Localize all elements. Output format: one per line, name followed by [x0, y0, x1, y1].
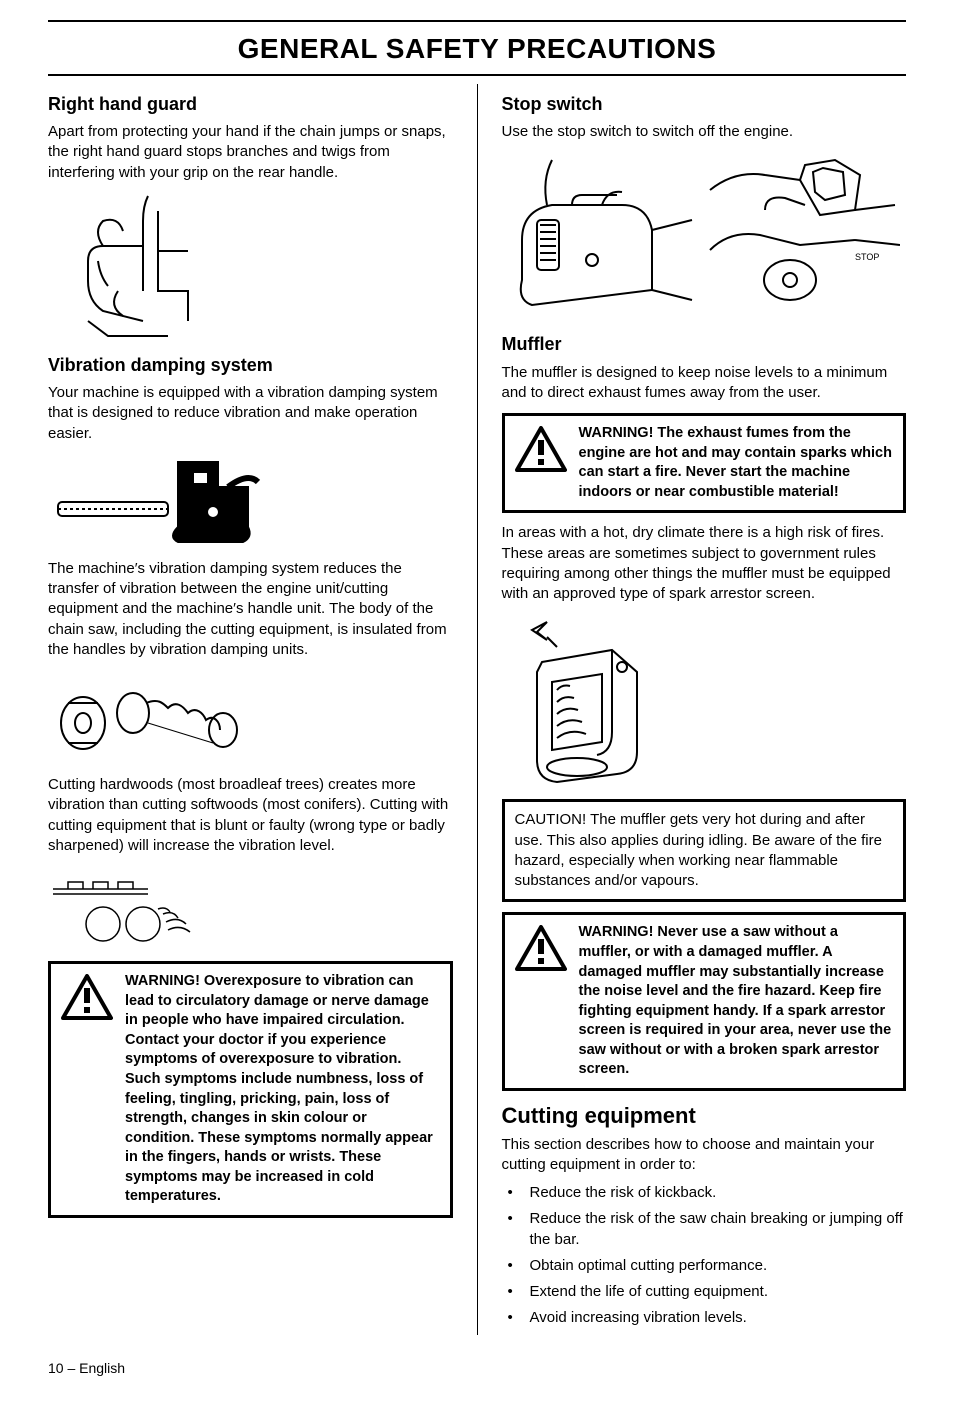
heading-stop-switch: Stop switch: [502, 92, 907, 116]
warning-triangle-icon: [515, 426, 567, 472]
text-muffler-2: In areas with a hot, dry climate there i…: [502, 523, 907, 604]
warning-muffler-damaged: WARNING! Never use a saw without a muffl…: [502, 912, 907, 1091]
text-rhg: Apart from protecting your hand if the c…: [48, 122, 453, 183]
heading-right-hand-guard: Right hand guard: [48, 92, 453, 116]
warning-triangle-icon: [61, 974, 113, 1020]
right-column: Stop switch Use the stop switch to switc…: [502, 84, 907, 1335]
heading-vibration-damping: Vibration damping system: [48, 353, 453, 377]
illustration-chainsaw-vibration: [48, 452, 453, 547]
text-vds-1: Your machine is equipped with a vibratio…: [48, 383, 453, 444]
warning-exhaust-text: WARNING! The exhaust fumes from the engi…: [579, 424, 894, 502]
cutting-list: Reduce the risk of kickback. Reduce the …: [502, 1183, 907, 1329]
warning-muffler-text: WARNING! Never use a saw without a muffl…: [579, 923, 894, 1080]
text-muffler-1: The muffler is designed to keep noise le…: [502, 363, 907, 404]
heading-muffler: Muffler: [502, 332, 907, 356]
illustration-chain-vibration: [48, 864, 453, 949]
caution-text: CAUTION! The muffler gets very hot durin…: [515, 811, 882, 889]
warning-triangle-icon: [515, 925, 567, 971]
illustration-muffler: [502, 612, 907, 787]
illustration-hand-guard: [48, 191, 453, 341]
list-item: Avoid increasing vibration levels.: [502, 1308, 907, 1328]
text-stop-switch: Use the stop switch to switch off the en…: [502, 122, 907, 142]
warning-exhaust: WARNING! The exhaust fumes from the engi…: [502, 413, 907, 513]
text-vds-2: The machine′s vibration damping system r…: [48, 559, 453, 660]
list-item: Extend the life of cutting equipment.: [502, 1282, 907, 1302]
caution-muffler-hot: CAUTION! The muffler gets very hot durin…: [502, 799, 907, 902]
list-item: Reduce the risk of the saw chain breakin…: [502, 1209, 907, 1250]
rule-bottom: [48, 74, 906, 76]
warning-vibration: WARNING! Overexposure to vibration can l…: [48, 961, 453, 1218]
illustration-spring-dampers: [48, 668, 453, 763]
text-vds-3: Cutting hardwoods (most broadleaf trees)…: [48, 775, 453, 856]
list-item: Reduce the risk of kickback.: [502, 1183, 907, 1203]
warning-vibration-text: WARNING! Overexposure to vibration can l…: [125, 972, 440, 1207]
page-title: GENERAL SAFETY PRECAUTIONS: [48, 30, 906, 68]
text-cutting-intro: This section describes how to choose and…: [502, 1135, 907, 1176]
heading-cutting-equipment: Cutting equipment: [502, 1101, 907, 1131]
list-item: Obtain optimal cutting performance.: [502, 1256, 907, 1276]
content-columns: Right hand guard Apart from protecting y…: [48, 84, 906, 1335]
page-footer: 10 – English: [48, 1359, 906, 1378]
column-divider: [477, 84, 478, 1335]
illustration-stop-switch: STOP: [502, 150, 907, 320]
svg-text:STOP: STOP: [855, 252, 879, 262]
left-column: Right hand guard Apart from protecting y…: [48, 84, 453, 1335]
rule-top: [48, 20, 906, 22]
